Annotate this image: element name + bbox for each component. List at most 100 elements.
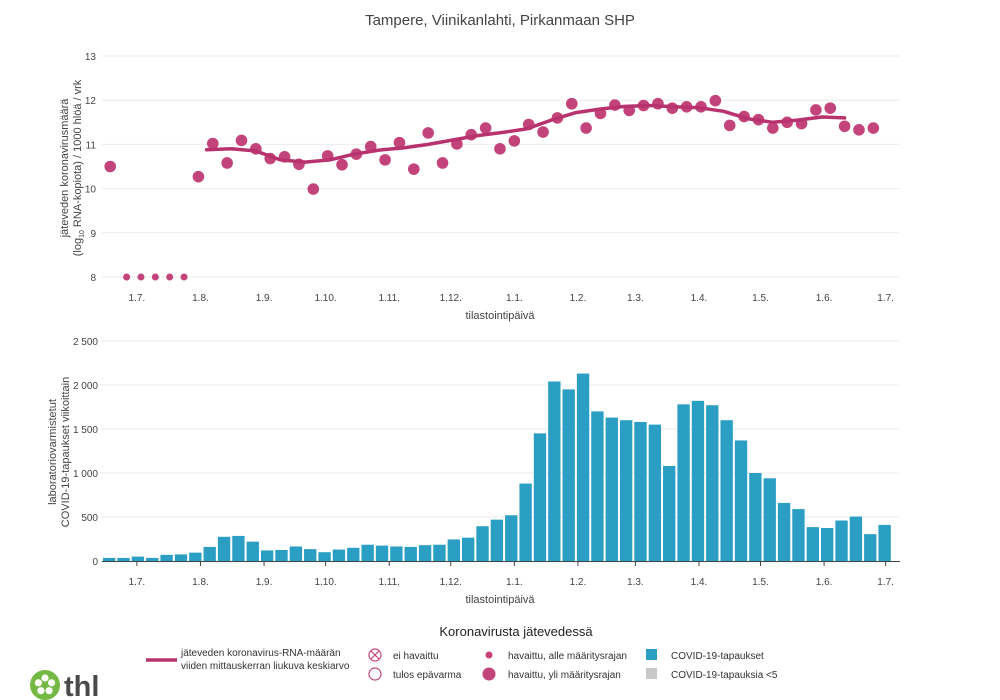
rna-point-below-limit	[123, 273, 131, 281]
rna-point-above-limit	[104, 160, 117, 173]
cases-x-tick-label: 1.9.	[256, 577, 273, 588]
rna-y-label-line1: jäteveden koronavirusmäärä	[59, 98, 71, 239]
rna-x-label: tilastointipäivä	[465, 310, 535, 322]
cases-y-tick-label: 2 500	[73, 337, 98, 348]
rna-point-above-limit	[537, 126, 549, 138]
cases-bar	[347, 547, 360, 561]
cases-bar	[619, 420, 633, 561]
rna-x-tick-label: 1.6.	[816, 293, 833, 304]
legend-title: Koronavirusta jätevedessä	[439, 624, 593, 639]
legend-line-label-1: jäteveden koronavirus-RNA-määrän	[180, 648, 341, 659]
cases-x-tick-label: 1.12.	[440, 577, 462, 588]
rna-point-above-limit	[307, 183, 320, 195]
thl-logo: thl	[30, 670, 99, 700]
cases-x-tick-label: 1.2.	[570, 577, 587, 588]
rna-x-ticks: 1.7. 1.8. 1.9. 1.10. 1.11. 1.12. 1.1. 1.2. 1.3. 1…	[129, 293, 894, 304]
legend-below-limit-label: havaittu, alle määritysrajan	[508, 651, 627, 662]
cases-x-tick-label: 1.6.	[816, 577, 833, 588]
rna-point-below-limit	[137, 273, 145, 281]
rna-point-above-limit	[479, 122, 492, 134]
cases-bar	[878, 524, 891, 561]
rna-point-above-limit	[767, 122, 779, 134]
cases-bar	[533, 433, 547, 561]
rna-x-tick-label: 1.9.	[256, 293, 273, 304]
cases-bar	[275, 550, 288, 561]
rna-point-above-limit	[580, 122, 592, 134]
cases-bar	[605, 417, 618, 561]
rna-point-above-limit	[709, 94, 722, 107]
legend: Koronavirusta jätevedessä jäteveden koro…	[146, 624, 778, 681]
rna-y-tick-label: 13	[85, 52, 97, 63]
thl-logo-text: thl	[64, 671, 99, 700]
rna-x-tick-label: 1.2.	[570, 293, 587, 304]
cases-bar	[864, 534, 877, 561]
cases-y-tick-label: 1 000	[73, 469, 98, 480]
rna-point-above-limit	[408, 163, 420, 175]
cases-bar	[232, 535, 245, 561]
cases-bar	[260, 550, 274, 561]
cases-gridlines	[102, 340, 900, 518]
cases-x-tick-label: 1.8.	[192, 577, 209, 588]
legend-above-limit-icon	[482, 667, 496, 681]
rna-x-tick-label: 1.5.	[752, 293, 769, 304]
chart-title: Tampere, Viinikanlahti, Pirkanmaan SHP	[365, 12, 635, 29]
rna-x-tick-label: 1.8.	[192, 293, 209, 304]
legend-uncertain-icon	[368, 667, 382, 681]
rna-x-tick-label: 1.12.	[440, 293, 462, 304]
rna-y-tick-label: 9	[90, 229, 96, 240]
cases-bar	[418, 545, 432, 561]
cases-bar	[103, 557, 116, 561]
legend-cases-small-swatch	[646, 668, 657, 679]
legend-cases-swatch	[646, 649, 657, 660]
rna-point-above-limit	[838, 120, 851, 133]
cases-bar	[174, 554, 188, 561]
cases-x-tick-label: 1.11.	[378, 577, 400, 588]
cases-bar	[146, 557, 159, 561]
cases-bar	[246, 541, 259, 561]
cases-bar	[677, 404, 690, 561]
rna-x-tick-label: 1.11.	[378, 293, 400, 304]
cases-bar	[476, 526, 489, 561]
rna-point-above-limit	[867, 122, 880, 134]
rna-points	[104, 94, 880, 281]
cases-bar	[562, 389, 575, 561]
rna-point-above-limit	[393, 136, 406, 149]
legend-below-limit-icon	[485, 651, 493, 659]
legend-above-limit-label: havaittu, yli määritysrajan	[508, 670, 621, 681]
rna-point-below-limit	[151, 273, 159, 281]
cases-x-tick-label: 1.3.	[627, 577, 644, 588]
cases-bar	[361, 544, 374, 561]
thl-flower-icon	[30, 670, 60, 700]
cases-bar	[203, 546, 216, 561]
cases-y-tick-label: 500	[81, 513, 98, 524]
cases-bars	[103, 373, 891, 561]
rna-point-above-limit	[853, 124, 865, 136]
rna-x-tick-label: 1.7.	[129, 293, 146, 304]
rna-point-above-limit	[824, 102, 837, 114]
rna-point-below-limit	[166, 273, 174, 281]
rna-point-above-limit	[336, 158, 348, 171]
cases-x-tick-label: 1.4.	[691, 577, 708, 588]
rna-gridlines	[102, 55, 900, 278]
rna-point-above-limit	[235, 134, 248, 147]
cases-bar	[548, 381, 561, 561]
rna-point-above-limit	[379, 154, 391, 166]
cases-y-label-line1: laboratoriovarmistetut	[47, 399, 59, 505]
cases-bar	[591, 411, 604, 561]
rna-point-above-limit	[494, 143, 506, 155]
cases-bar	[749, 473, 762, 561]
rna-y-label-line2: (log10 RNA-kopiota) / 1000 hlöä / vrk	[72, 79, 86, 256]
cases-bar	[447, 539, 460, 561]
cases-bar	[375, 545, 389, 561]
rna-x-tick-label: 1.1.	[506, 293, 523, 304]
rna-point-above-limit	[810, 104, 822, 116]
cases-bar	[835, 520, 848, 561]
cases-x-ticks: 1.7. 1.8. 1.9. 1.10. 1.11. 1.12. 1.1. 1.2. 1.3. 1…	[129, 561, 894, 588]
legend-not-detected-label: ei havaittu	[393, 651, 439, 662]
cases-x-tick-label: 1.7.	[877, 577, 894, 588]
cases-bar	[189, 552, 202, 561]
legend-cases-label: COVID-19-tapaukset	[671, 651, 764, 662]
cases-bar	[734, 440, 748, 561]
legend-uncertain-label: tulos epävarma	[393, 670, 462, 681]
cases-bar	[332, 549, 346, 561]
